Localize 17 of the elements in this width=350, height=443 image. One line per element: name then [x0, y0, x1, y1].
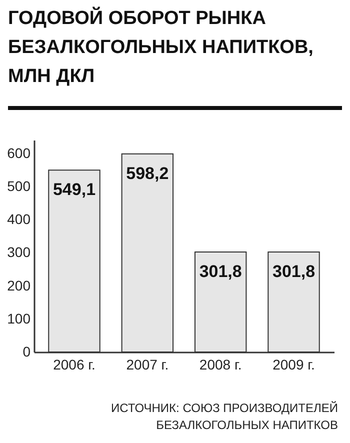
text: ИСТОЧНИК: СОЮЗ ПРОИЗВОДИТЕЛЕЙ БЕЗАЛКОГОЛЬНЫХ НАПИТКОВ — [111, 400, 338, 434]
chart-title: ГОДОВОЙ ОБОРОТ РЫНКА БЕЗАЛКОГОЛЬНЫХ НАПИТКОВ, МЛН ДКЛ — [8, 6, 314, 89]
y-tick-label: 400 — [7, 211, 31, 227]
y-tick-label: 100 — [7, 310, 31, 326]
data-label: 549,1 — [52, 180, 96, 200]
data-label: 301,8 — [272, 262, 316, 282]
y-tick-label: 200 — [7, 277, 31, 294]
x-tick-label: 2006 г. — [53, 356, 96, 372]
x-tick-label: 2008 г. — [199, 356, 242, 372]
data-label: 301,8 — [199, 262, 242, 282]
x-tick-label: 2007 г. — [126, 356, 169, 372]
y-tick-label: 600 — [7, 144, 31, 161]
data-label: 598,2 — [126, 164, 169, 183]
y-tick-label: 300 — [7, 244, 31, 260]
y-tick-label: 0 — [22, 344, 31, 360]
x-tick-label: 2009 г. — [272, 356, 315, 372]
y-tick-label: 500 — [7, 178, 31, 194]
